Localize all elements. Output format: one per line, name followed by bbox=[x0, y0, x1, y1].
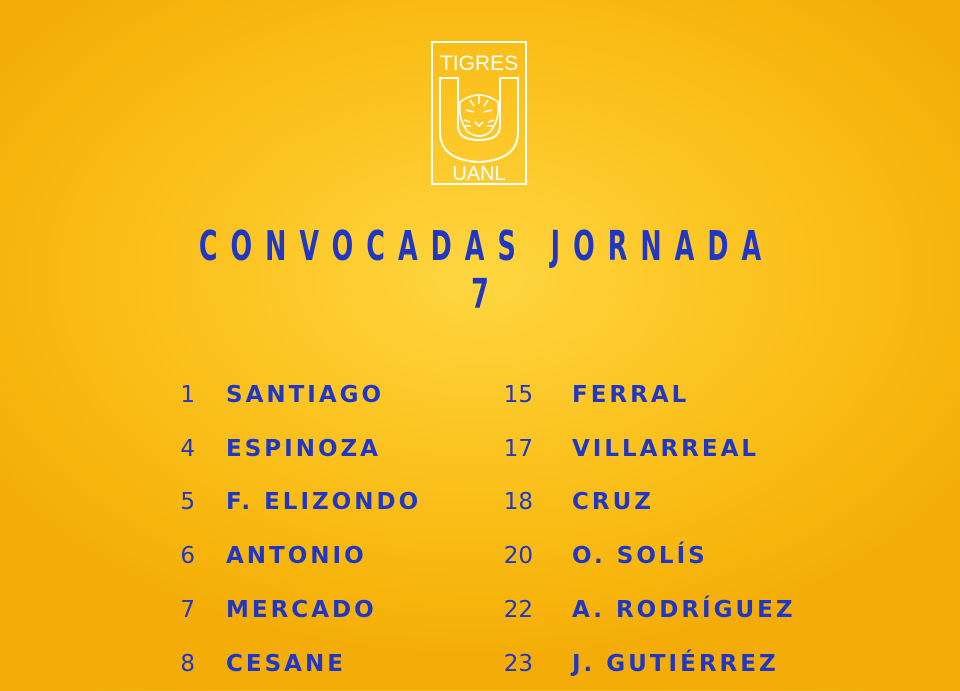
player-name: ESPINOZA bbox=[226, 435, 381, 462]
player-number: 4 bbox=[180, 435, 195, 462]
player-number: 5 bbox=[180, 489, 195, 516]
player-number: 15 bbox=[503, 381, 533, 408]
player-number: 23 bbox=[503, 650, 533, 677]
player-number: 22 bbox=[503, 597, 533, 624]
roster-row: 23 J. GUTIÉRREZ bbox=[488, 637, 796, 691]
roster-row: 17 VILLARREAL bbox=[488, 422, 796, 476]
page-title: CONVOCADAS JORNADA 7 bbox=[198, 222, 775, 318]
tiger-face-icon bbox=[458, 94, 500, 137]
player-name: MERCADO bbox=[226, 597, 377, 624]
player-name: FERRAL bbox=[572, 381, 690, 408]
player-name: CESANE bbox=[226, 650, 346, 677]
roster-row: 1 SANTIAGO bbox=[150, 368, 421, 422]
roster-row: 5 F. ELIZONDO bbox=[150, 476, 421, 530]
roster-row: 15 FERRAL bbox=[488, 368, 796, 422]
svg-text:TIGRES: TIGRES bbox=[440, 52, 518, 75]
player-name: F. ELIZONDO bbox=[226, 489, 422, 516]
player-name: ANTONIO bbox=[226, 543, 367, 570]
player-number: 17 bbox=[503, 435, 533, 462]
roster-column-right: 15 FERRAL 17 VILLARREAL 18 CRUZ 20 O. SOLÍS … bbox=[488, 368, 796, 691]
roster-row: 22 A. RODRÍGUEZ bbox=[488, 583, 796, 637]
roster-row: 7 MERCADO bbox=[150, 583, 421, 637]
roster-row: 20 O. SOLÍS bbox=[488, 529, 796, 583]
roster-column-left: 1 SANTIAGO 4 ESPINOZA 5 F. ELIZONDO 6 ANTONI… bbox=[150, 368, 421, 691]
player-name: A. RODRÍGUEZ bbox=[572, 597, 796, 624]
roster-row: 8 CESANE bbox=[150, 637, 421, 691]
player-name: J. GUTIÉRREZ bbox=[572, 650, 779, 677]
roster-row: 4 ESPINOZA bbox=[150, 422, 421, 476]
player-number: 8 bbox=[180, 650, 195, 677]
player-number: 6 bbox=[180, 543, 195, 570]
player-number: 18 bbox=[503, 489, 533, 516]
roster-row: 6 ANTONIO bbox=[150, 529, 421, 583]
player-number: 7 bbox=[180, 597, 195, 624]
svg-text:UANL: UANL bbox=[452, 163, 505, 185]
player-name: O. SOLÍS bbox=[572, 543, 708, 570]
player-name: VILLARREAL bbox=[572, 435, 760, 462]
player-name: SANTIAGO bbox=[226, 381, 385, 408]
player-number: 1 bbox=[180, 381, 195, 408]
player-name: CRUZ bbox=[572, 489, 654, 516]
player-number: 20 bbox=[503, 543, 533, 570]
roster-row: 18 CRUZ bbox=[488, 476, 796, 530]
tigres-uanl-crest-logo: TIGRES UANL bbox=[431, 41, 527, 185]
